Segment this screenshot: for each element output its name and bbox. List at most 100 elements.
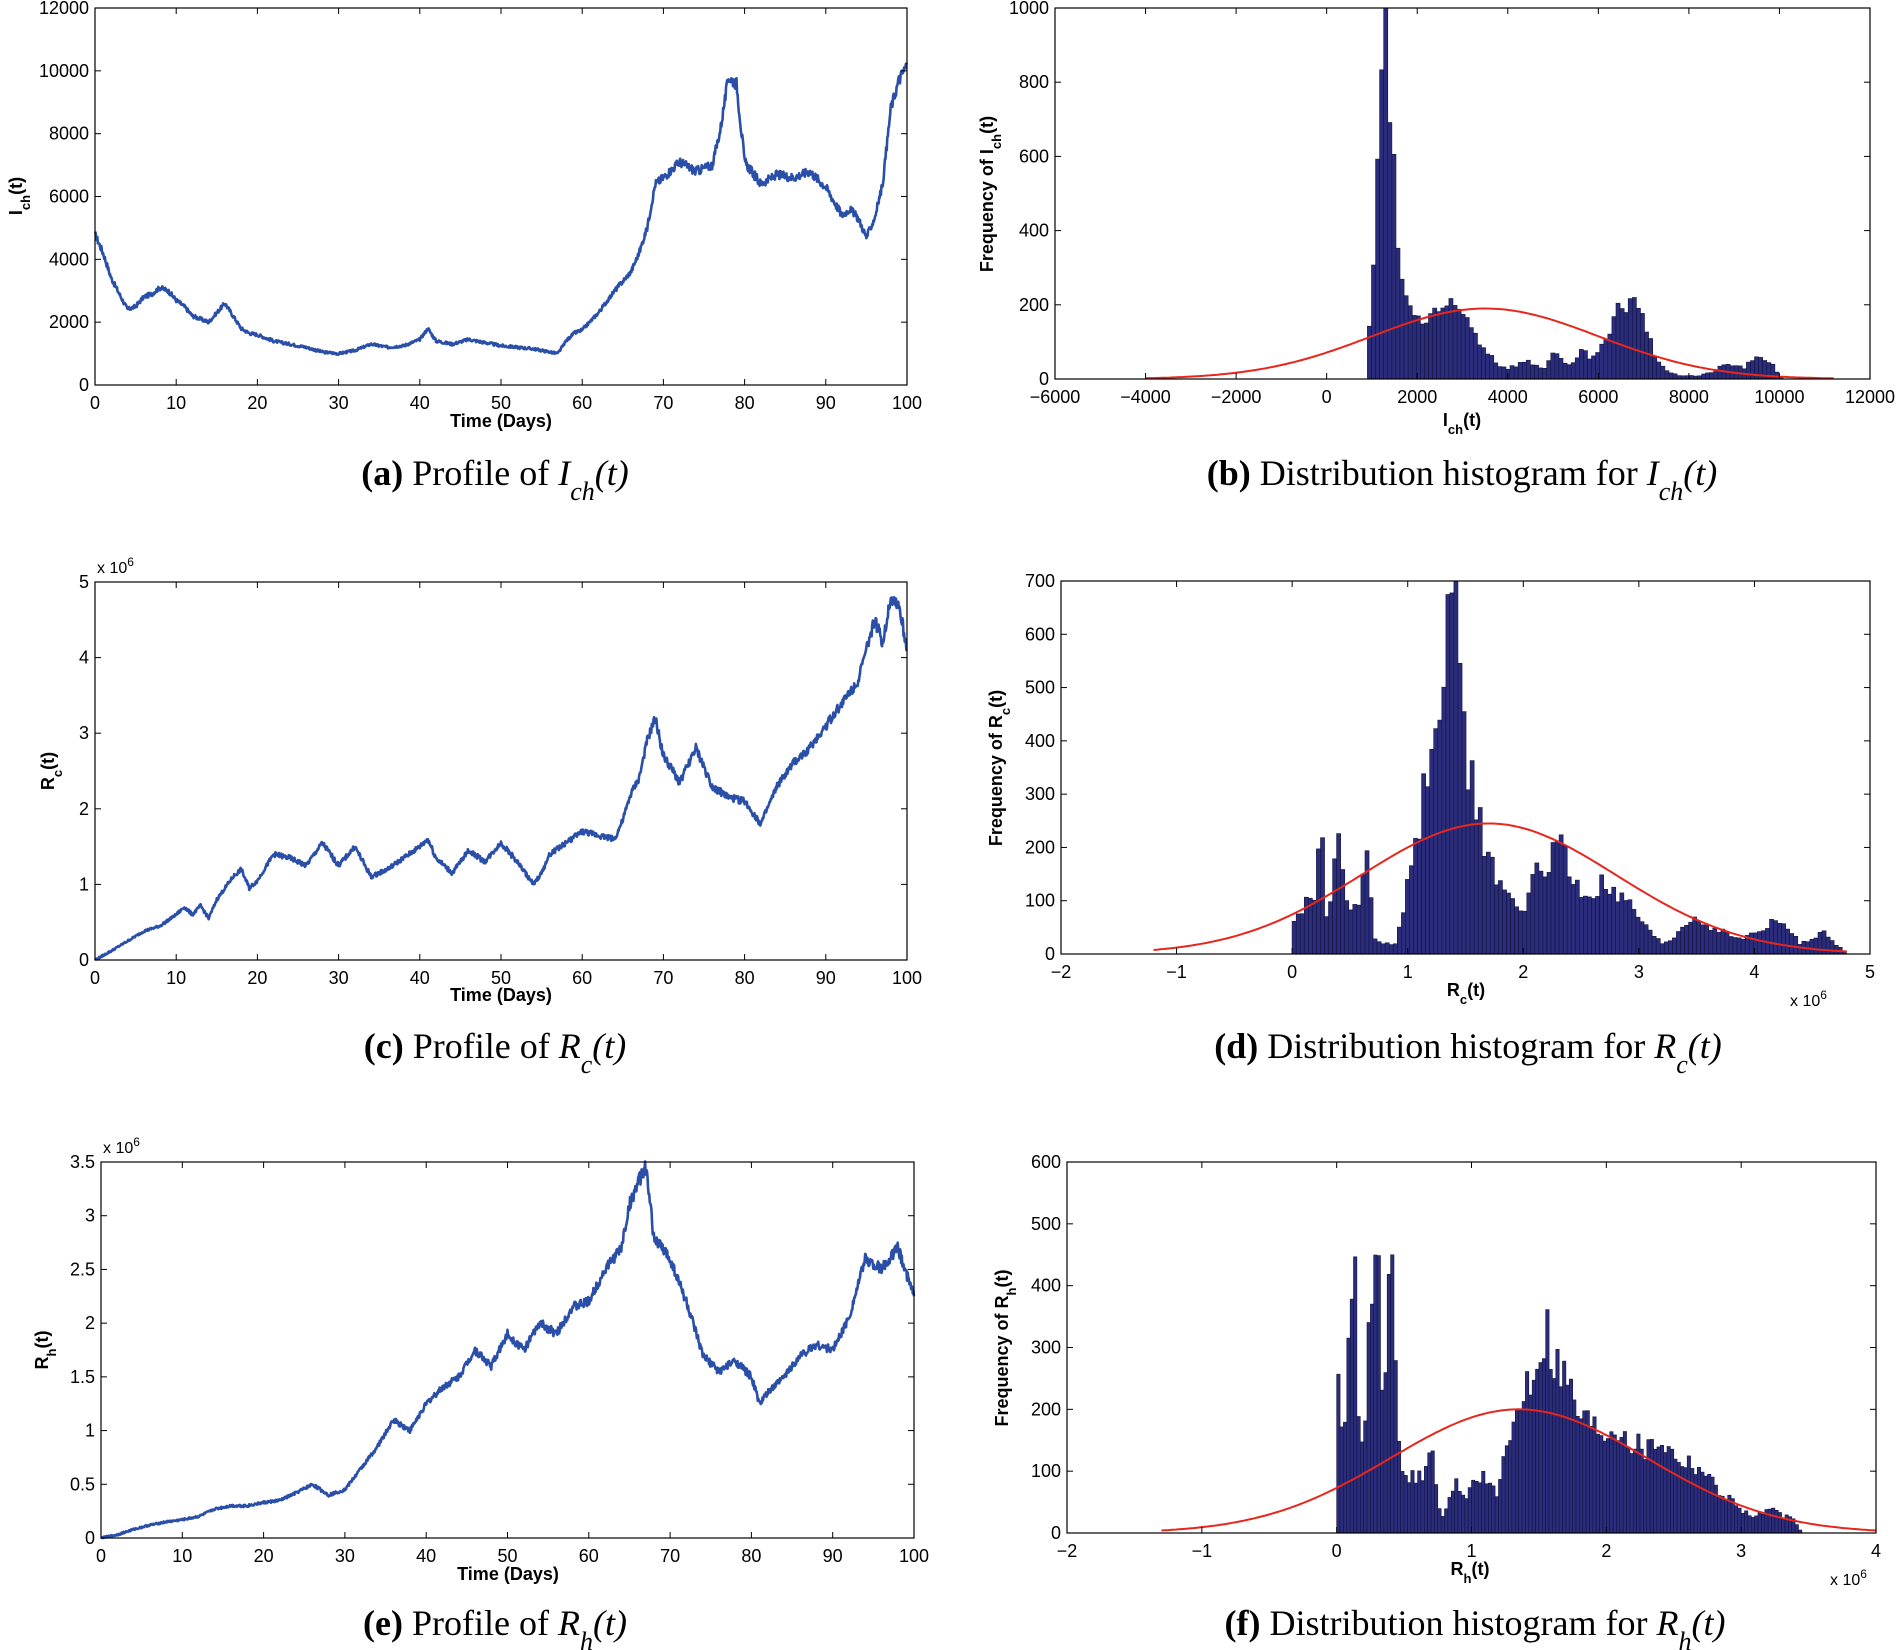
histogram-bar — [1534, 862, 1540, 955]
histogram-bar — [1509, 365, 1515, 380]
plot-frame — [1060, 580, 1871, 955]
x-tick-label: 0 — [1322, 387, 1332, 407]
histogram-bar — [1693, 1474, 1698, 1534]
histogram-bar — [1611, 316, 1617, 380]
histogram-bar — [1324, 916, 1329, 955]
histogram-bar — [1652, 355, 1658, 380]
x-tick-label: 20 — [254, 1546, 274, 1566]
histogram-bar — [1700, 1471, 1705, 1534]
x-multiplier: x 106 — [1790, 988, 1827, 1010]
histogram-bar — [1595, 1433, 1600, 1534]
histogram-bar — [1591, 355, 1596, 380]
y-tick-label: 600 — [1025, 624, 1055, 644]
histogram-bar — [1701, 373, 1706, 380]
histogram-bar — [1429, 748, 1435, 955]
histogram-bar — [1432, 307, 1437, 380]
histogram-bar — [1370, 1303, 1375, 1534]
histogram-bar — [1753, 932, 1758, 955]
histogram-bar — [1570, 362, 1576, 380]
histogram-bar — [1506, 892, 1511, 955]
histogram-bar — [1562, 845, 1568, 955]
plot-frame — [94, 7, 908, 386]
x-tick-label: −1 — [1166, 962, 1187, 982]
histogram-bar — [1794, 1524, 1799, 1534]
histogram-bar — [1364, 850, 1370, 955]
caption-d: (d) Distribution histogram for Rc(t) — [1214, 1026, 1722, 1079]
histogram-bar — [1627, 298, 1633, 380]
histogram-bar — [1656, 361, 1662, 380]
x-tick-label: 5 — [1865, 962, 1875, 982]
histogram-bar — [1672, 373, 1678, 380]
histogram-bar — [1587, 896, 1592, 955]
histogram-bar — [1813, 937, 1819, 955]
histogram-bar — [1486, 851, 1491, 955]
histogram-bar — [1648, 338, 1653, 380]
histogram-bar — [1349, 1298, 1354, 1534]
histogram-bar — [1420, 1480, 1425, 1534]
x-tick-label: 40 — [410, 968, 430, 988]
histogram-bar — [1498, 1479, 1503, 1534]
x-tick-label: −4000 — [1120, 387, 1171, 407]
histogram-bar — [1518, 910, 1524, 955]
histogram-bar — [1440, 1516, 1445, 1534]
histogram-bar — [1664, 370, 1670, 380]
x-tick-label: 3 — [1634, 962, 1644, 982]
histogram-bar — [1336, 1373, 1341, 1534]
panel-a: 0 10 20 30 40 50 60 70 80 90 100 0 2000 4000 6000 8000 1… — [6, 0, 922, 506]
histogram-bar — [1522, 361, 1527, 380]
histogram-bar — [1430, 1450, 1435, 1534]
histogram-bar — [1502, 889, 1507, 955]
plot-frame — [100, 1161, 915, 1539]
histogram-bar — [1627, 899, 1633, 955]
x-axis-label: Rh(t) — [1451, 1559, 1490, 1586]
x-axis-label: Time (Days) — [457, 1564, 559, 1584]
histogram-bar — [1467, 1487, 1472, 1534]
histogram-bar — [1744, 1510, 1749, 1534]
histogram-bar — [1643, 924, 1649, 955]
histogram-bar — [1453, 580, 1459, 955]
histogram-bar — [1449, 592, 1455, 955]
histogram-bar — [1569, 1378, 1573, 1534]
fit-curve — [1153, 822, 1847, 953]
histogram-bar — [1474, 1481, 1479, 1534]
histogram-bar — [1672, 937, 1677, 955]
y-tick-label: 4 — [79, 648, 89, 668]
y-tick-label: 800 — [1019, 72, 1049, 92]
x-tick-label: 100 — [892, 968, 922, 988]
panel-b: −6000 −4000 −2000 0 2000 4000 6000 8000 10000 120… — [977, 0, 1895, 506]
histogram-bar — [1295, 913, 1301, 955]
histogram-bar — [1619, 892, 1625, 955]
histogram-bar — [1546, 360, 1552, 380]
histogram-bar — [1417, 1470, 1422, 1534]
histogram-bar — [1403, 1475, 1408, 1534]
x-tick-label: −2000 — [1211, 387, 1262, 407]
histogram-bar — [1346, 1337, 1351, 1534]
histogram-bar — [1611, 886, 1617, 955]
histogram-bar — [1784, 1514, 1789, 1534]
y-tick-label: 1000 — [1009, 0, 1049, 18]
histogram-bar — [1781, 923, 1786, 955]
histogram-bar — [1833, 944, 1839, 955]
histogram-bar — [1538, 1362, 1543, 1534]
histogram-bar — [1504, 1445, 1509, 1534]
y-tick-label: 500 — [1025, 678, 1055, 698]
histogram-bar — [1607, 893, 1613, 955]
histogram-bar — [1531, 1379, 1536, 1534]
histogram-bar — [1690, 1468, 1695, 1534]
y-tick-label: 3 — [79, 723, 89, 743]
x-tick-label: 6000 — [1578, 387, 1618, 407]
histogram-bar — [1603, 888, 1608, 955]
histogram-bar — [1750, 360, 1755, 380]
histogram-bar — [1383, 7, 1389, 380]
x-tick-label: 20 — [247, 393, 267, 413]
y-tick-label: 600 — [1031, 1152, 1061, 1172]
histogram-bar — [1704, 924, 1710, 955]
plot-frame — [94, 581, 908, 961]
histogram-bar — [1518, 1410, 1523, 1534]
x-tick-label: −6000 — [1030, 387, 1081, 407]
histogram-bar — [1546, 872, 1552, 955]
panel-e: 0 10 20 30 40 50 60 70 80 90 100 0 0.5 1 1.5 2 2.5 3 3.5 x… — [32, 1135, 929, 1650]
x-tick-label: 50 — [497, 1546, 517, 1566]
histogram-bar — [1386, 1274, 1391, 1534]
histogram-bar — [1388, 944, 1394, 955]
